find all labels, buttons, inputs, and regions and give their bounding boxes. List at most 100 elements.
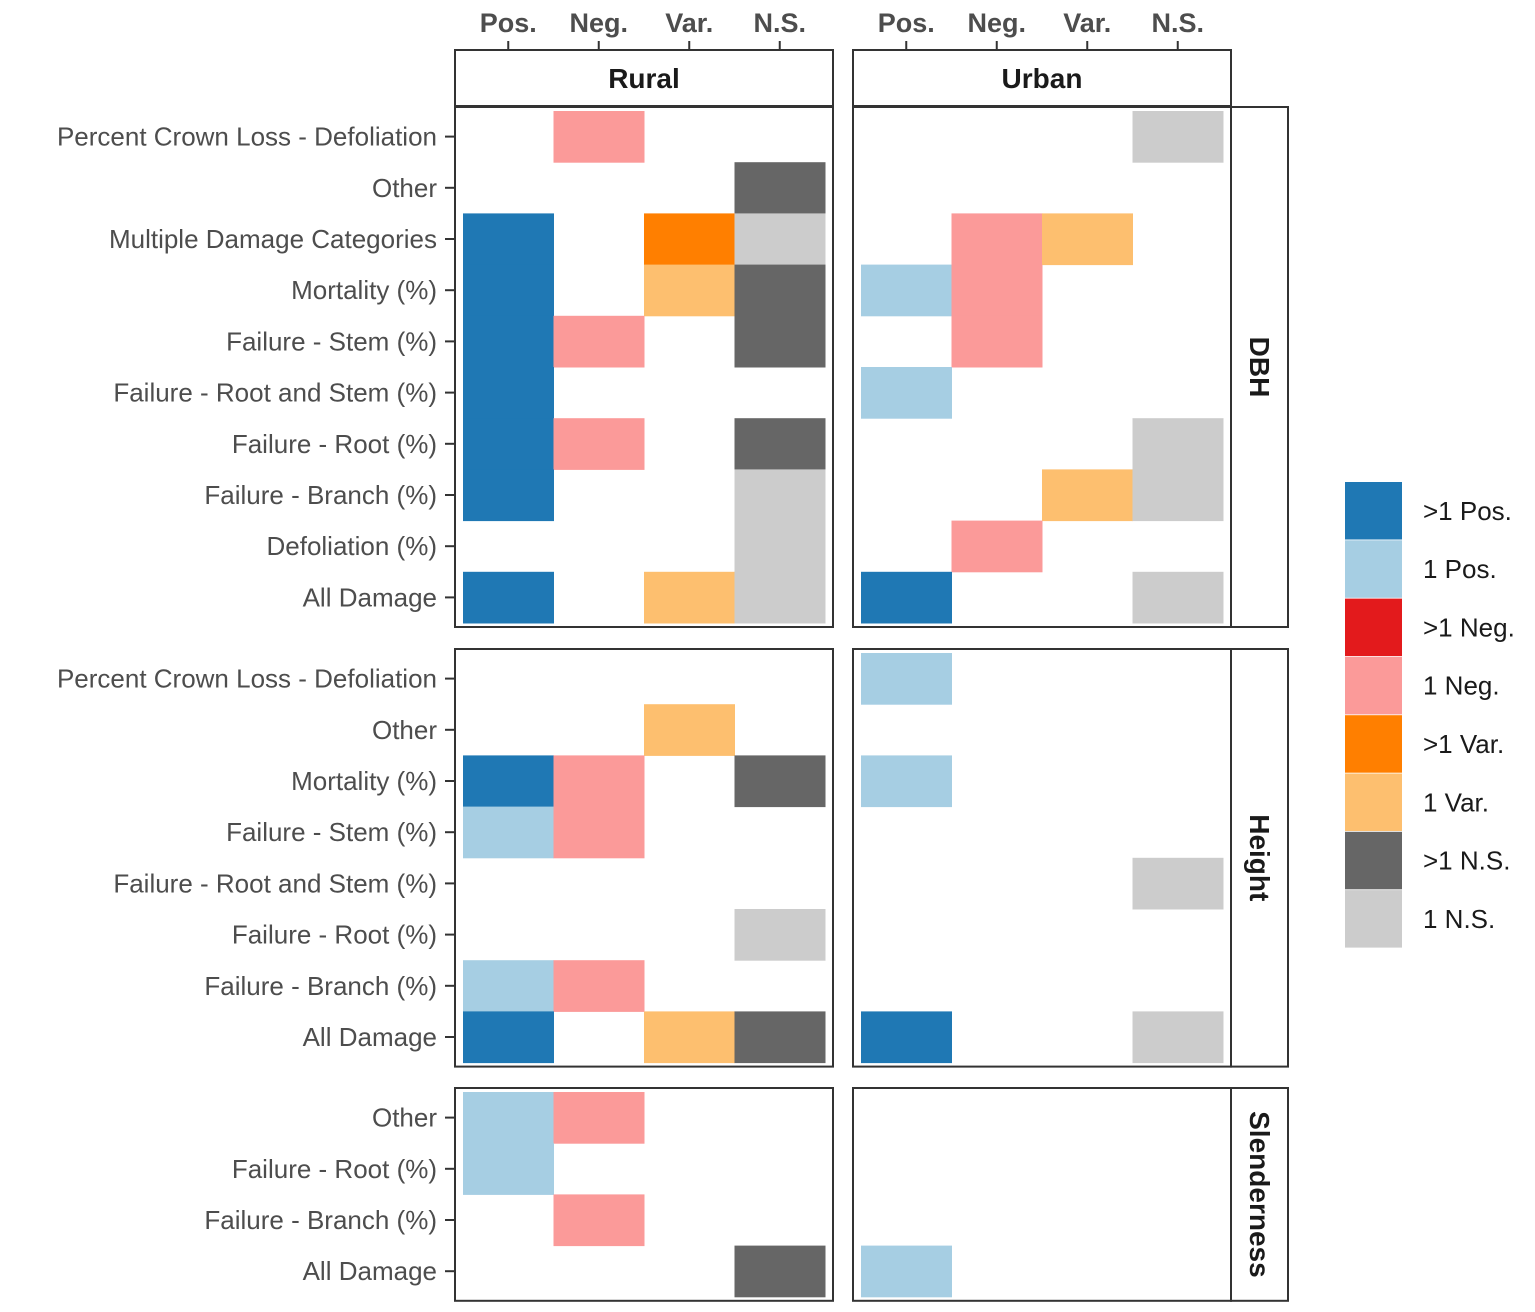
heatmap-cell-1-pos — [463, 1011, 554, 1064]
panel-border — [454, 106, 834, 628]
heatmap-cell-1-n-s — [734, 755, 826, 808]
strip-slenderness — [1230, 1087, 1289, 1302]
row-label-failure-branch: Failure - Branch (%) — [204, 971, 437, 1001]
legend-label-1-n-s: 1 N.S. — [1423, 904, 1495, 934]
row-label-other: Other — [372, 715, 437, 745]
column-label-n-s: N.S. — [753, 8, 806, 38]
heatmap-cell-1-var — [644, 571, 735, 624]
column-label-neg: Neg. — [569, 8, 628, 38]
heatmap-cell-1-var — [644, 1011, 735, 1064]
heatmap-cell-1-n-s — [1132, 418, 1224, 470]
heatmap-cell-1-n-s — [1132, 857, 1224, 910]
heatmap-cell-1-neg — [553, 1092, 645, 1144]
legend-swatch-1-n-s — [1345, 890, 1402, 948]
strip-label-dbh: DBH — [1244, 337, 1275, 398]
legend-swatch-1-neg — [1345, 656, 1402, 715]
heatmap-cell-1-neg — [553, 1194, 645, 1247]
column-label-n-s: N.S. — [1151, 8, 1204, 38]
legend-swatch-1-n-s — [1345, 831, 1402, 890]
heatmap-cell-1-pos — [861, 1245, 952, 1298]
row-label-mortality: Mortality (%) — [291, 275, 437, 305]
heatmap-cell-1-pos — [861, 1011, 952, 1064]
heatmap-cell-1-pos — [463, 960, 554, 1012]
legend-label-1-var: >1 Var. — [1423, 729, 1504, 759]
legend-swatch-1-pos — [1345, 482, 1402, 540]
row-label-other: Other — [372, 1103, 437, 1133]
heatmap-cell-1-n-s — [734, 315, 826, 368]
column-label-neg: Neg. — [967, 8, 1026, 38]
legend-swatch-1-var — [1345, 715, 1402, 773]
legend-swatch-1-pos — [1345, 540, 1402, 598]
heatmap-cell-1-var — [644, 213, 735, 266]
heatmap-cell-1-pos — [463, 367, 554, 419]
row-label-failure-branch: Failure - Branch (%) — [204, 1205, 437, 1235]
heatmap-cell-1-n-s — [734, 1245, 826, 1298]
legend-label-1-var: 1 Var. — [1423, 787, 1489, 817]
heatmap-cell-1-n-s — [1132, 111, 1224, 163]
heatmap-cell-1-n-s — [734, 909, 826, 961]
heatmap-cell-1-pos — [463, 264, 554, 317]
heatmap-cell-1-n-s — [734, 520, 826, 573]
heatmap-cell-1-n-s — [1132, 469, 1224, 522]
row-label-failure-branch: Failure - Branch (%) — [204, 480, 437, 510]
row-label-multiple-damage-categories: Multiple Damage Categories — [109, 224, 437, 254]
row-label-all-damage: All Damage — [303, 1022, 437, 1052]
heatmap-cell-1-neg — [553, 960, 645, 1012]
column-label-var: Var. — [1063, 8, 1111, 38]
panel-border — [454, 1087, 834, 1302]
row-label-percent-crown-loss-defoliation: Percent Crown Loss - Defoliation — [57, 664, 437, 694]
heatmap-cell-1-pos — [861, 367, 952, 419]
row-label-failure-root-and-stem: Failure - Root and Stem (%) — [113, 378, 437, 408]
legend-label-1-neg: 1 Neg. — [1423, 671, 1500, 701]
heatmap-cell-1-neg — [951, 315, 1043, 368]
heatmap-cell-1-n-s — [734, 418, 826, 470]
heatmap-cell-1-neg — [553, 315, 645, 368]
heatmap-cell-1-pos — [861, 755, 952, 808]
heatmap-cell-1-var — [1042, 469, 1133, 522]
heatmap-cell-1-n-s — [734, 213, 826, 266]
heatmap-cell-1-n-s — [734, 1011, 826, 1064]
column-label-var: Var. — [665, 8, 713, 38]
heatmap-cell-1-var — [644, 264, 735, 317]
column-label-pos: Pos. — [480, 8, 537, 38]
heatmap-cell-1-pos — [463, 1092, 554, 1144]
strip-label-height: Height — [1244, 814, 1275, 901]
panel-border — [454, 648, 834, 1068]
heatmap-cell-1-n-s — [734, 162, 826, 214]
heatmap-cell-1-neg — [553, 806, 645, 859]
heatmap-cell-1-neg — [553, 111, 645, 163]
heatmap-cell-1-pos — [861, 264, 952, 317]
row-label-failure-stem: Failure - Stem (%) — [226, 326, 437, 356]
heatmap-cell-1-neg — [951, 264, 1043, 317]
strip-label-slenderness: Slenderness — [1244, 1111, 1275, 1278]
heatmap-cell-1-neg — [951, 520, 1043, 573]
heatmap-cell-1-n-s — [734, 469, 826, 522]
row-label-mortality: Mortality (%) — [291, 766, 437, 796]
row-label-failure-stem: Failure - Stem (%) — [226, 817, 437, 847]
legend-swatch-1-var — [1345, 773, 1402, 831]
strip-height — [1230, 648, 1289, 1068]
heatmap-cell-1-pos — [463, 315, 554, 368]
strip-rural — [454, 49, 834, 107]
heatmap-cell-1-neg — [951, 213, 1043, 266]
legend-swatch-1-neg — [1345, 598, 1402, 657]
row-label-all-damage: All Damage — [303, 582, 437, 612]
heatmap-cell-1-pos — [463, 806, 554, 859]
legend-label-1-neg: >1 Neg. — [1423, 612, 1515, 642]
heatmap-cell-1-pos — [463, 213, 554, 266]
column-label-pos: Pos. — [878, 8, 935, 38]
heatmap-cell-1-n-s — [1132, 1011, 1224, 1064]
row-label-defoliation: Defoliation (%) — [266, 531, 437, 561]
row-label-failure-root: Failure - Root (%) — [232, 920, 437, 950]
heatmap-cell-1-pos — [463, 1143, 554, 1195]
heatmap-cell-1-var — [1042, 213, 1133, 266]
heatmap-cell-1-pos — [463, 418, 554, 470]
heatmap-cell-1-pos — [861, 653, 952, 705]
legend-label-1-n-s: >1 N.S. — [1423, 846, 1510, 876]
legend-label-1-pos: >1 Pos. — [1423, 496, 1512, 526]
heatmap-cell-1-pos — [463, 469, 554, 522]
row-label-failure-root-and-stem: Failure - Root and Stem (%) — [113, 868, 437, 898]
heatmap-cell-1-n-s — [1132, 571, 1224, 624]
strip-dbh — [1230, 106, 1289, 628]
